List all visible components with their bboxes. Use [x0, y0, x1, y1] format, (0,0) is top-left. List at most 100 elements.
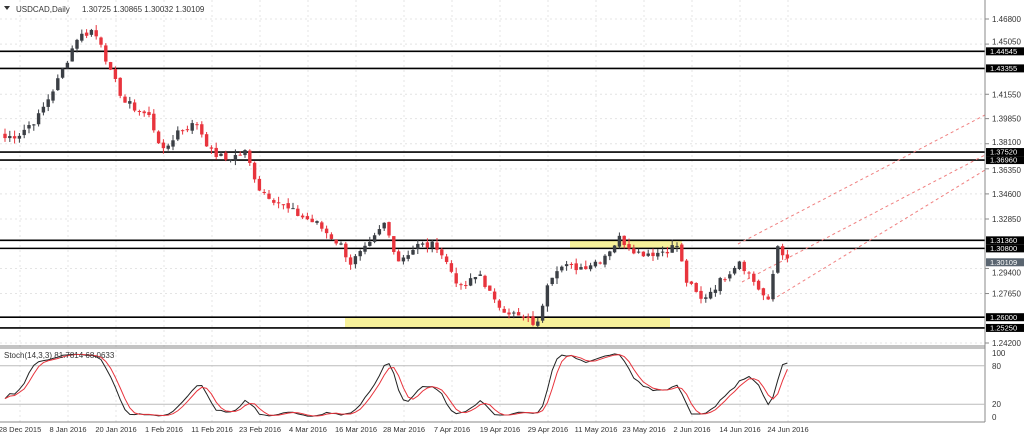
date-label: 4 Mar 2016 [289, 425, 327, 434]
candle [296, 208, 300, 216]
candle [190, 123, 194, 131]
date-label: 1 Feb 2016 [145, 425, 183, 434]
candle [363, 245, 367, 252]
candle [488, 285, 492, 291]
candle [137, 111, 142, 113]
price-tick-label: 1.34600 [992, 190, 1021, 199]
candle [132, 102, 137, 111]
candle [425, 242, 430, 248]
date-label: 8 Jan 2016 [49, 425, 86, 434]
candle [392, 236, 396, 252]
candle [512, 312, 516, 314]
candle [89, 29, 94, 35]
level-price-tag [986, 148, 1024, 157]
candle [771, 273, 775, 300]
candle [315, 221, 319, 223]
candle [65, 62, 70, 69]
candle [420, 243, 425, 245]
candle [195, 124, 199, 126]
candle [646, 253, 650, 256]
candle [761, 288, 766, 296]
channel-line-lower[interactable] [771, 169, 986, 301]
channel-line-middle[interactable] [741, 154, 986, 283]
candle [507, 312, 511, 315]
candle [574, 263, 578, 271]
candle [80, 33, 84, 41]
candle [785, 254, 790, 259]
current-price-tag [986, 258, 1024, 267]
candle [699, 290, 703, 299]
resistance-zone [570, 240, 682, 248]
candle [286, 203, 290, 209]
candle [219, 153, 223, 156]
candle [214, 147, 218, 157]
candle [641, 251, 646, 257]
candle [22, 129, 26, 136]
candle [540, 305, 545, 321]
candle [752, 273, 756, 282]
candle [329, 234, 334, 239]
candle [622, 235, 626, 246]
candle [516, 312, 521, 316]
candle [747, 272, 751, 274]
candle [84, 32, 89, 36]
candle [718, 278, 722, 292]
candle [176, 130, 180, 140]
candle [339, 243, 343, 245]
candle [694, 283, 698, 292]
candle [209, 147, 214, 149]
candle [204, 134, 209, 147]
candle [75, 39, 79, 49]
level-price-label: 1.31360 [990, 236, 1017, 245]
date-label: 7 Apr 2016 [434, 425, 470, 434]
candle [142, 111, 146, 114]
candle [660, 251, 665, 253]
candle [291, 208, 295, 210]
price-tick-label: 1.46800 [992, 15, 1021, 24]
candle [560, 266, 564, 271]
candle [444, 256, 449, 262]
horizontal-levels [0, 50, 985, 329]
price-tick-label: 1.32850 [992, 215, 1021, 224]
candle [377, 229, 382, 235]
candle [243, 150, 247, 156]
candle [766, 296, 770, 300]
candle [406, 255, 410, 259]
level-price-tag [986, 64, 1024, 73]
grid [0, 0, 985, 422]
menu-triangle-icon[interactable] [4, 6, 10, 10]
candle [550, 277, 554, 285]
price-tick-label: 1.29400 [992, 268, 1021, 277]
date-label: 11 May 2016 [575, 425, 618, 434]
candle [502, 308, 506, 313]
candle [617, 235, 622, 247]
candle [185, 129, 190, 131]
candle [358, 251, 362, 257]
price-axis: 1.46800 1.45050 1.41550 1.39850 1.38100 1.363… [985, 15, 1024, 348]
level-price-tag [986, 323, 1024, 332]
candle [435, 242, 439, 250]
candle [272, 200, 276, 203]
candle [478, 274, 482, 276]
candle [776, 246, 780, 273]
candle [180, 130, 185, 132]
candle [310, 218, 314, 223]
level-price-tag [986, 313, 1024, 322]
candle [382, 222, 386, 229]
candle [344, 243, 348, 258]
candle [473, 277, 478, 280]
candle [70, 48, 74, 62]
candles [3, 25, 790, 328]
candle [526, 316, 530, 318]
candle [372, 235, 377, 242]
candle [3, 133, 7, 139]
candle [12, 136, 17, 139]
channel-line-upper[interactable] [737, 114, 986, 245]
candle [588, 265, 593, 270]
level-price-label: 1.25250 [990, 324, 1017, 333]
candle [521, 316, 526, 318]
price-tick-label: 1.24200 [992, 339, 1021, 348]
candle [636, 251, 641, 253]
candle [228, 159, 233, 161]
